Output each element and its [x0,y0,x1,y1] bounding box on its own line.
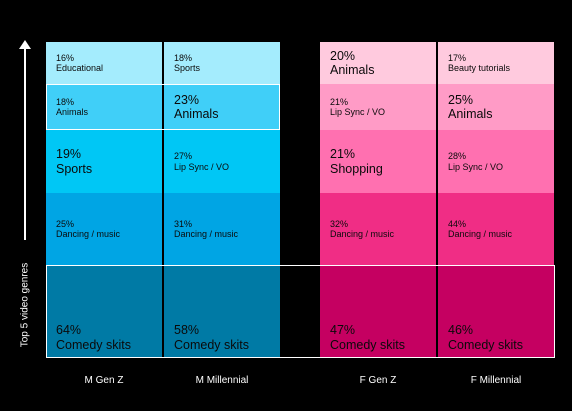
column-label-f-millennial: F Millennial [470,375,522,386]
cell-percent: 44% [448,218,467,229]
cell-genre: Lip Sync / VO [448,161,504,172]
cell-percent: 21% [330,147,356,162]
cell-genre: Dancing / music [448,229,513,239]
column-label-f-gen-z: F Gen Z [359,375,397,386]
up-arrow-icon [18,40,31,49]
cell-genre: Comedy skits [448,337,524,352]
column-label-m-millennial: M Millennial [195,375,249,386]
cell-f-millennial-dancing-music: 44% Dancing / music [438,193,554,265]
cell-genre: Animals [448,107,493,121]
cell-genre: Comedy skits [174,337,250,352]
cell-percent: 18% [56,96,75,107]
cell-percent: 23% [174,92,200,107]
cell-f-gen-z-animals: 20% Animals [320,42,436,84]
cell-percent: 28% [448,151,467,162]
cell-m-gen-z-educational: 16% Educational [46,42,162,84]
cell-m-millennial-dancing-music: 31% Dancing / music [164,193,280,265]
cell-genre: Dancing / music [56,229,121,239]
cell-percent: 21% [330,96,349,107]
cell-genre: Sports [174,63,201,73]
y-axis-arrow-line [24,46,26,240]
cell-m-gen-z-animals: 18% Animals [46,84,162,130]
cell-f-gen-z-lip-sync-vo: 21% Lip Sync / VO [320,84,436,130]
cell-f-millennial-lip-sync-vo: 28% Lip Sync / VO [438,130,554,193]
cell-percent: 46% [448,323,474,338]
cell-percent: 47% [330,323,356,338]
cell-genre: Educational [56,63,104,73]
cell-percent: 64% [56,323,82,338]
cell-genre: Lip Sync / VO [330,107,386,117]
cell-f-gen-z-comedy-skits: 47% Comedy skits [320,265,436,358]
cell-genre: Sports [56,161,93,176]
cell-percent: 20% [330,48,356,63]
cell-f-millennial-comedy-skits: 46% Comedy skits [438,265,554,358]
cell-m-millennial-animals: 23% Animals [164,84,280,130]
cell-genre: Comedy skits [56,337,132,352]
cell-m-millennial-comedy-skits: 58% Comedy skits [164,265,280,358]
cell-genre: Animals [330,63,375,77]
cell-m-gen-z-sports: 19% Sports [46,130,162,193]
cell-percent: 18% [174,52,193,63]
cell-genre: Lip Sync / VO [174,161,230,172]
cell-percent: 27% [174,151,193,162]
y-axis-label: Top 5 video genres [19,262,31,348]
cell-percent: 25% [448,92,474,107]
cell-genre: Dancing / music [174,229,239,239]
cell-genre: Dancing / music [330,229,395,239]
cell-m-millennial-lip-sync-vo: 27% Lip Sync / VO [164,130,280,193]
cell-f-millennial-beauty-tutorials: 17% Beauty tutorials [438,42,554,84]
cell-genre: Comedy skits [330,337,406,352]
cell-percent: 32% [330,218,349,229]
cell-percent: 19% [56,147,82,162]
cell-genre: Beauty tutorials [448,63,511,73]
cell-m-gen-z-dancing-music: 25% Dancing / music [46,193,162,265]
cell-percent: 25% [56,218,75,229]
cell-f-millennial-animals: 25% Animals [438,84,554,130]
column-label-m-gen-z: M Gen Z [84,375,124,386]
cell-f-gen-z-shopping: 21% Shopping [320,130,436,193]
cell-percent: 31% [174,218,193,229]
cell-percent: 58% [174,323,200,338]
cell-percent: 17% [448,52,467,63]
cell-genre: Animals [56,107,89,117]
cell-m-gen-z-comedy-skits: 64% Comedy skits [46,265,162,358]
cell-percent: 16% [56,52,75,63]
cell-m-millennial-sports: 18% Sports [164,42,280,84]
cell-genre: Animals [174,107,219,121]
cell-f-gen-z-dancing-music: 32% Dancing / music [320,193,436,265]
cell-genre: Shopping [330,161,383,176]
